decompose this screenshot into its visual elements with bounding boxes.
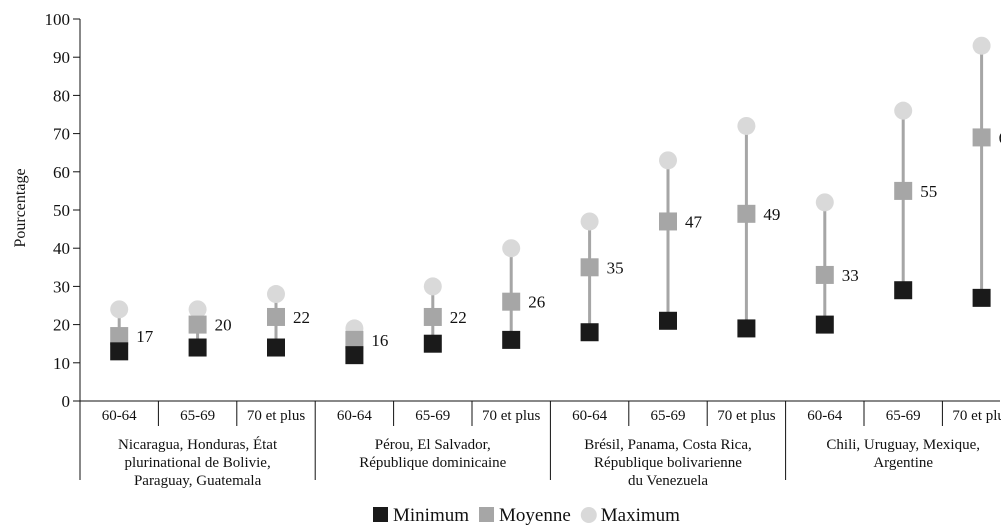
legend-marker [373,507,388,522]
y-tick-label: 90 [53,48,70,67]
group-label: Paraguay, Guatemala [134,473,262,489]
y-tick-label: 20 [53,316,70,335]
data-marks [110,36,991,365]
data-label: 69 [999,128,1001,147]
legend-label: Maximum [601,505,680,526]
maximum-point [423,277,442,296]
data-label: 20 [215,316,232,335]
maximum-point [815,193,834,212]
group-label: Nicaragua, Honduras, État [118,436,278,453]
category-label: 60-64 [807,408,842,424]
data-label: 22 [450,308,467,327]
group-label: Argentine [873,455,933,471]
category-label: 65-69 [415,408,450,424]
moyenne-point [502,292,521,311]
minimum-point [345,346,364,365]
minimum-point [737,319,756,338]
minimum-point [188,338,207,357]
legend-item: Minimum [373,505,469,526]
category-label: 65-69 [180,408,215,424]
maximum-point [502,239,521,258]
moyenne-point [423,307,442,326]
maximum-point [267,285,285,304]
minimum-point [659,311,677,330]
group-label: Chili, Uruguay, Mexique, [826,437,980,453]
y-tick-label: 10 [53,354,70,373]
legend-marker [580,507,597,523]
y-tick-label: 60 [53,163,70,182]
group-label: du Venezuela [628,473,708,489]
minimum-point [815,315,834,334]
data-label: 33 [842,266,859,285]
category-label: 60-64 [572,408,607,424]
legend: Minimum Moyenne Maximum [373,505,680,526]
category-label: 60-64 [102,408,137,424]
data-label: 26 [528,293,545,312]
data-label: 17 [136,327,154,346]
category-label: 70 et plus [247,408,305,424]
maximum-point [110,300,129,319]
range-lines [117,45,984,356]
group-label: plurinational de Bolivie, [124,455,270,471]
y-tick-label: 40 [53,239,70,258]
data-label: 49 [763,205,780,224]
legend-label: Minimum [393,505,469,526]
data-label: 55 [920,182,937,201]
data-label: 47 [685,212,703,231]
moyenne-point [188,315,207,334]
category-label: 65-69 [651,408,686,424]
legend-marker [479,507,495,522]
minimum-point [267,338,285,357]
y-tick-label: 0 [62,392,71,411]
minimum-point [502,330,521,349]
moyenne-point [737,204,756,223]
x-axis-categories: 60-64 65-69 70 et plus 60-64 65-69 70 et plus… [79,401,1001,489]
y-tick-label: 30 [53,277,70,296]
moyenne-point [345,330,364,349]
category-label: 70 et plus [952,408,1001,424]
y-tick-label: 80 [53,86,70,105]
group-label: République dominicaine [359,455,506,471]
minimum-point [972,288,991,307]
category-label: 65-69 [886,408,921,424]
legend-item: Moyenne [479,505,571,526]
minimum-point [423,334,442,353]
data-labels: 17 20 22 16 22 26 35 47 49 33 55 69 [136,128,1001,349]
category-label: 70 et plus [482,408,540,424]
category-label: 60-64 [337,408,372,424]
minimum-point [110,342,129,361]
moyenne-point [894,181,913,200]
data-label: 35 [607,258,624,277]
minimum-point [894,281,913,300]
axes: 0 10 20 30 40 50 60 70 80 90 100 [45,10,1000,411]
legend-item: Maximum [580,505,680,526]
moyenne-point [267,307,285,326]
y-axis-label: Pourcentage [12,168,29,247]
maximum-point [580,212,599,231]
group-label: Brésil, Panama, Costa Rica, [584,437,751,453]
maximum-point [737,116,756,135]
maximum-point [659,151,677,170]
moyenne-point [580,258,599,277]
maximum-point [972,36,991,55]
category-label: 70 et plus [717,408,775,424]
data-label: 16 [371,331,388,350]
legend-label: Moyenne [499,505,571,526]
y-tick-label: 70 [53,125,70,144]
moyenne-point [659,212,677,231]
moyenne-point [972,128,991,147]
group-label: République bolivarienne [594,455,742,471]
y-tick-label: 50 [53,201,70,220]
moyenne-point [110,327,129,346]
y-tick-label: 100 [45,10,71,29]
moyenne-point [815,265,834,284]
data-label: 22 [293,308,310,327]
maximum-point [188,300,207,319]
minimum-point [580,323,599,342]
maximum-point [894,101,913,120]
group-label: Pérou, El Salvador, [375,437,491,453]
